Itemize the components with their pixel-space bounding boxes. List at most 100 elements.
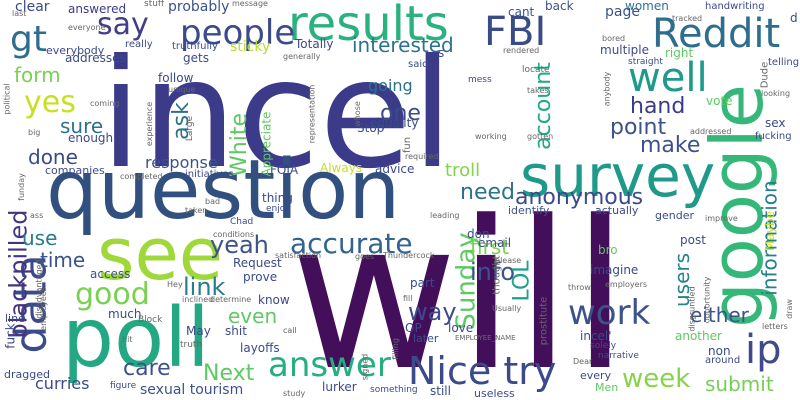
- word-gotten: gotten: [527, 132, 554, 141]
- word-may: May: [186, 324, 211, 338]
- word-know: know: [258, 293, 290, 307]
- word-access: access: [90, 267, 131, 281]
- word-big: big: [28, 128, 41, 137]
- word-goes: goes: [355, 252, 375, 261]
- word-thought: thought: [491, 255, 503, 295]
- word-good: good: [75, 277, 150, 312]
- word-thing: thing: [262, 191, 293, 205]
- word-improve: improve: [705, 214, 738, 223]
- word-stop: Stop: [357, 121, 385, 135]
- word-please: please: [495, 256, 522, 265]
- word-gt: gt: [10, 19, 47, 60]
- word-required: required: [405, 152, 439, 161]
- word-people: people: [180, 13, 296, 53]
- word-lol: LOL: [509, 260, 535, 302]
- word-looking: looking: [761, 89, 791, 98]
- word-addressed: addressed: [690, 127, 732, 136]
- word-bad: bad: [205, 197, 221, 206]
- word-either: either: [690, 303, 749, 327]
- word-stuff: stuff: [144, 0, 165, 9]
- word-info: info: [470, 258, 516, 286]
- word-satisfaction: satisfaction: [275, 251, 322, 260]
- word-throw: throw: [568, 283, 591, 292]
- word-fbi: FBI: [484, 9, 547, 55]
- word-unique: unique: [168, 85, 196, 94]
- word-vote: vote: [706, 94, 733, 108]
- word-call: call: [283, 326, 297, 335]
- word-everyone: everyone: [68, 23, 106, 32]
- word-s: s: [438, 46, 445, 60]
- word-fill: fill: [403, 294, 413, 303]
- word-post: post: [680, 233, 706, 247]
- word-totally: Totally: [295, 37, 334, 51]
- word-bro: bro: [598, 243, 618, 257]
- word-mess: mess: [468, 75, 492, 85]
- word-usually: Usually: [492, 304, 522, 313]
- word-bored: bored: [602, 34, 626, 43]
- word-incel-apos: incel': [580, 329, 612, 343]
- word-narrative: narrative: [598, 351, 639, 361]
- word-said: said: [408, 59, 429, 70]
- word-hey: Hey: [167, 280, 183, 289]
- word-shit: shit: [225, 324, 247, 338]
- word-sticky: sticky: [230, 39, 271, 55]
- word-yeah: yeah: [210, 231, 269, 259]
- word-employees: employees: [38, 287, 48, 331]
- word-draw: draw: [784, 299, 794, 319]
- word-going: going: [368, 76, 413, 95]
- word-gets: gets: [183, 51, 209, 65]
- word-letters: letters: [762, 322, 788, 331]
- word-always: Always: [320, 161, 363, 175]
- word-well: well: [628, 55, 708, 101]
- word-imagine: imagine: [590, 263, 639, 277]
- word-done: done: [28, 145, 78, 169]
- word-fun: fun: [402, 136, 414, 154]
- word-advice: advice: [375, 162, 415, 176]
- word-later: later: [413, 332, 439, 345]
- word-representation: representation: [307, 84, 317, 144]
- word-dear: Dear: [573, 357, 593, 366]
- word-another: another: [675, 329, 722, 343]
- word-follow: follow: [158, 71, 194, 85]
- word-response: response: [145, 153, 218, 172]
- word-leading: leading: [430, 211, 460, 220]
- word-week: week: [622, 364, 691, 394]
- word-hit: hit: [122, 335, 133, 344]
- word-incel: incel: [100, 28, 454, 202]
- word-truth: truth: [180, 340, 203, 350]
- word-identify: identify: [508, 204, 550, 217]
- word-ip: ip: [745, 327, 782, 373]
- word-need: need: [460, 180, 515, 205]
- word-filling: filling: [390, 338, 400, 360]
- word-page: page: [605, 4, 640, 20]
- word-coming: coming: [90, 99, 120, 108]
- word-work: work: [568, 293, 651, 333]
- word-answered: answered: [68, 2, 127, 16]
- word-actually: actually: [595, 204, 639, 217]
- word-women: women: [625, 0, 669, 13]
- word-reddit: Reddit: [652, 11, 781, 57]
- word-request: Request: [233, 256, 282, 270]
- word-handwriting: handwriting: [705, 1, 765, 12]
- word-nice-try: Nice try: [408, 349, 557, 393]
- word-gender: gender: [655, 209, 694, 222]
- word-everybody: everybody: [46, 44, 105, 57]
- word-political: political: [2, 83, 12, 115]
- word-takes: takes: [527, 86, 549, 95]
- word-curries: curries: [35, 374, 90, 393]
- word-prostitute: prostitute: [538, 296, 550, 346]
- word-op: OP: [405, 321, 422, 335]
- word-last: last: [12, 9, 27, 18]
- word-really: really: [125, 39, 153, 50]
- word-signed: signed: [360, 353, 370, 381]
- word-survey: survey: [520, 142, 716, 210]
- word-use: use: [22, 226, 58, 250]
- word-say: say: [97, 7, 149, 42]
- word-troll: troll: [445, 160, 481, 181]
- word-love: love: [448, 321, 474, 335]
- word-hand: hand: [630, 94, 686, 119]
- word-truthfully: truthfully: [172, 41, 218, 52]
- word-non: non: [708, 344, 731, 358]
- word-white: White: [226, 113, 252, 177]
